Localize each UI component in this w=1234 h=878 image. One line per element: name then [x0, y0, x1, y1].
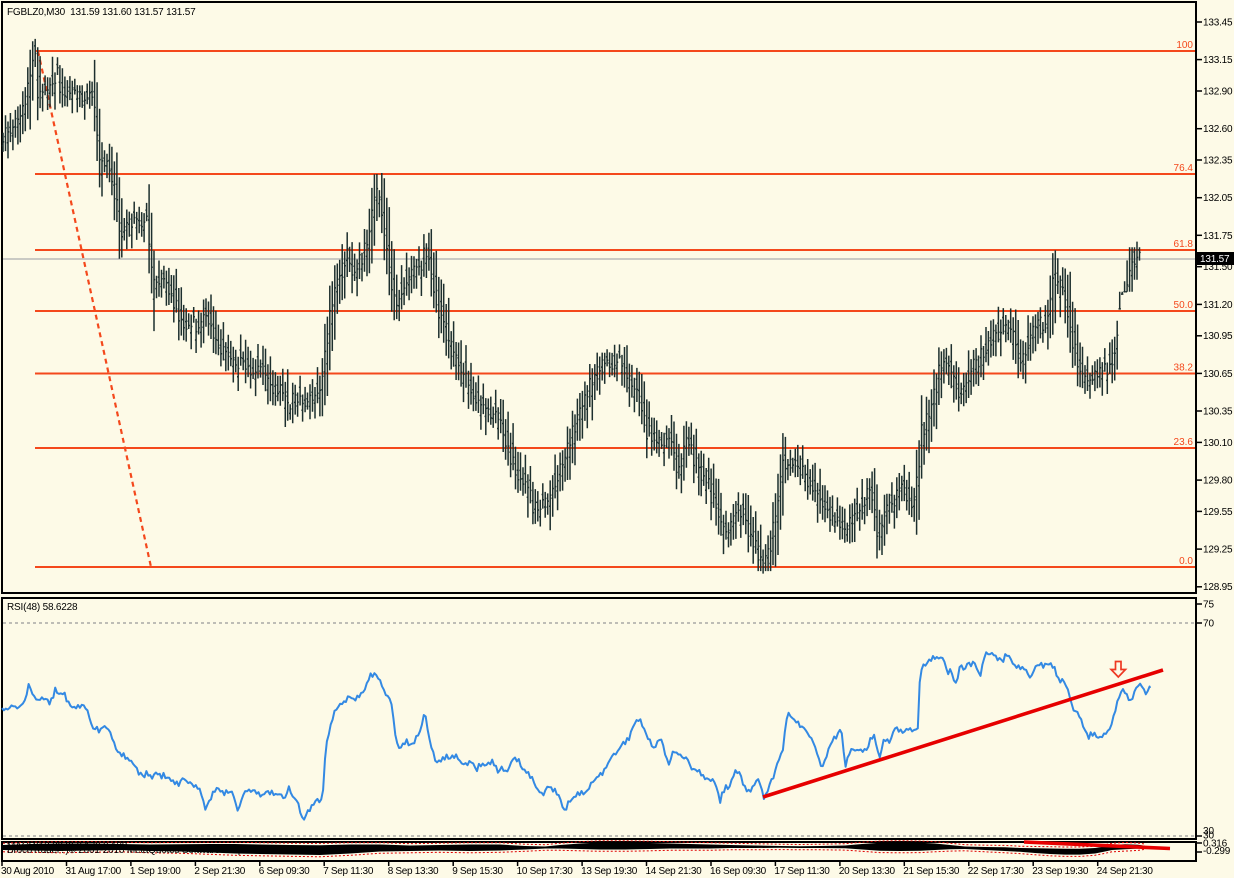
svg-text:BrocoTrader?)© 2001-2010 MetaQ: BrocoTrader?)© 2001-2010 MetaQuotes Soft… [7, 845, 246, 856]
svg-text:9 Sep 15:30: 9 Sep 15:30 [452, 866, 503, 877]
svg-text:6 Sep 09:30: 6 Sep 09:30 [259, 866, 310, 877]
svg-text:133.15: 133.15 [1203, 55, 1233, 66]
svg-text:31 Aug 17:00: 31 Aug 17:00 [66, 866, 122, 877]
svg-text:0.316: 0.316 [1203, 839, 1228, 850]
svg-text:10 Sep 17:30: 10 Sep 17:30 [517, 866, 574, 877]
svg-text:30: 30 [1203, 831, 1215, 842]
svg-text:30 Aug 2010: 30 Aug 2010 [1, 866, 55, 877]
svg-text:75: 75 [1203, 600, 1215, 611]
svg-text:76.4: 76.4 [1174, 163, 1194, 174]
svg-text:16 Sep 09:30: 16 Sep 09:30 [710, 866, 767, 877]
svg-text:24 Sep 21:30: 24 Sep 21:30 [1097, 866, 1154, 877]
svg-text:130.95: 130.95 [1203, 331, 1233, 342]
svg-text:20 Sep 13:30: 20 Sep 13:30 [839, 866, 896, 877]
svg-text:50.0: 50.0 [1174, 300, 1194, 311]
svg-text:129.55: 129.55 [1203, 507, 1233, 518]
svg-text:100: 100 [1176, 40, 1193, 51]
svg-text:130.35: 130.35 [1203, 407, 1233, 418]
svg-text:2 Sep 21:30: 2 Sep 21:30 [194, 866, 245, 877]
svg-text:-0.299: -0.299 [1203, 846, 1231, 857]
svg-text:38.2: 38.2 [1174, 363, 1194, 374]
svg-text:23 Sep 19:30: 23 Sep 19:30 [1032, 866, 1089, 877]
svg-text:131.50: 131.50 [1203, 262, 1233, 273]
svg-text:128.95: 128.95 [1203, 582, 1233, 593]
svg-text:130.65: 130.65 [1203, 369, 1233, 380]
svg-text:129.25: 129.25 [1203, 545, 1233, 556]
svg-text:133.45: 133.45 [1203, 18, 1233, 29]
svg-text:132.60: 132.60 [1203, 124, 1233, 135]
svg-text:14 Sep 21:30: 14 Sep 21:30 [646, 866, 703, 877]
svg-text:132.05: 132.05 [1203, 193, 1233, 204]
svg-text:61.8: 61.8 [1174, 239, 1194, 250]
svg-text:132.90: 132.90 [1203, 87, 1233, 98]
svg-text:1 Sep 19:00: 1 Sep 19:00 [130, 866, 181, 877]
svg-text:FGBLZ0,M30 131.59 131.60 131.: FGBLZ0,M30 131.59 131.60 131.57 131.57 [7, 7, 196, 18]
svg-text:131.75: 131.75 [1203, 231, 1233, 242]
svg-text:MACD(12,26,9) 0.170 0.120: MACD(12,26,9) 0.170 0.120 [7, 841, 128, 852]
svg-text:0.0: 0.0 [1179, 556, 1193, 567]
svg-text:129.80: 129.80 [1203, 476, 1233, 487]
svg-text:7 Sep 11:30: 7 Sep 11:30 [323, 866, 374, 877]
svg-text:132.35: 132.35 [1203, 156, 1233, 167]
svg-text:13 Sep 19:30: 13 Sep 19:30 [581, 866, 638, 877]
svg-text:23.6: 23.6 [1174, 437, 1194, 448]
svg-text:131.20: 131.20 [1203, 300, 1233, 311]
svg-text:RSI(48) 58.6228: RSI(48) 58.6228 [7, 602, 78, 613]
svg-text:17 Sep 11:30: 17 Sep 11:30 [774, 866, 830, 877]
svg-text:131.57: 131.57 [1200, 254, 1230, 265]
svg-text:21 Sep 15:30: 21 Sep 15:30 [903, 866, 960, 877]
svg-text:130.10: 130.10 [1203, 438, 1233, 449]
svg-text:22 Sep 17:30: 22 Sep 17:30 [968, 866, 1025, 877]
svg-text:30: 30 [1203, 826, 1215, 837]
svg-text:8 Sep 13:30: 8 Sep 13:30 [388, 866, 439, 877]
svg-text:70: 70 [1203, 619, 1215, 630]
